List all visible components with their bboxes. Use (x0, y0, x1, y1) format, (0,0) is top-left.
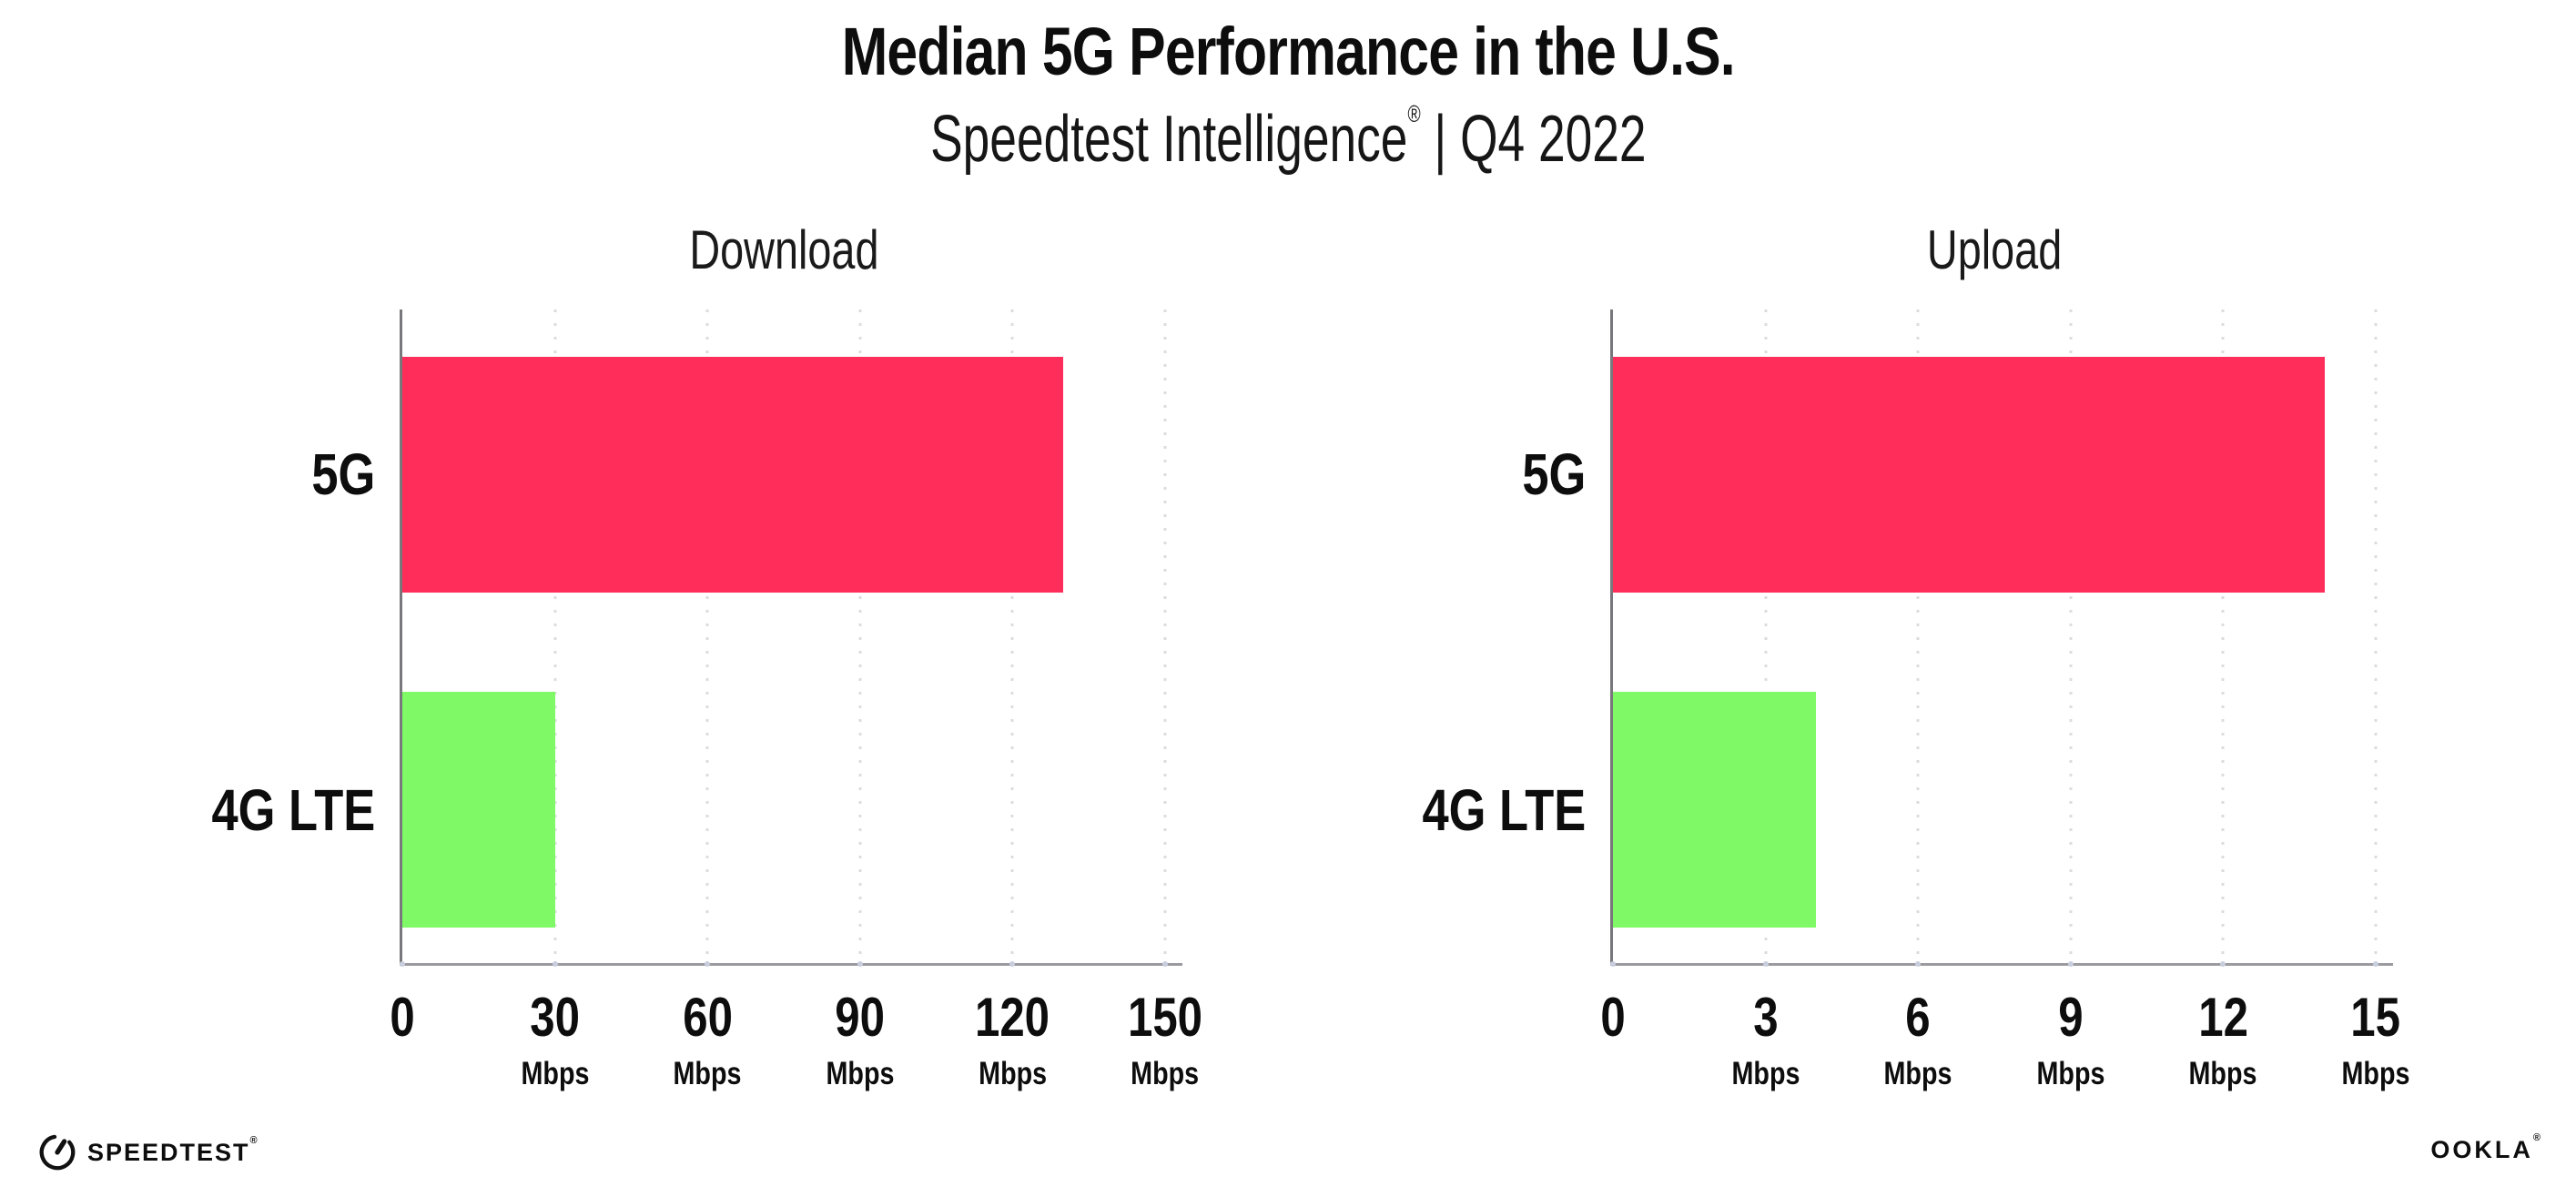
tick-dot (2373, 961, 2378, 967)
page-subtitle: Speedtest Intelligence® | Q4 2022 (0, 100, 2576, 177)
x-tick: 12 Mbps (2182, 990, 2265, 1090)
gridline (1764, 309, 1768, 963)
tick-dot (2220, 961, 2226, 967)
tick-dot (857, 961, 863, 967)
gridline (705, 309, 709, 963)
speedtest-logo: SPEEDTEST® (36, 1129, 259, 1176)
tick-dot (1009, 961, 1016, 967)
category-label-4g-lte: 4G LTE (1422, 776, 1586, 843)
y-axis-line (400, 309, 402, 966)
gridline (1916, 309, 1920, 963)
x-tick-unit: Mbps (2341, 1056, 2410, 1091)
x-tick: 120 Mbps (967, 990, 1058, 1090)
gridline (553, 309, 557, 963)
tick-dot (400, 961, 405, 967)
registered-mark: ® (249, 1134, 259, 1146)
y-axis-line (1610, 309, 1613, 966)
category-label-5g: 5G (1521, 441, 1586, 508)
tick-dot (1162, 961, 1168, 967)
speedtest-wordmark: SPEEDTEST® (87, 1134, 259, 1166)
category-axis: 5G 4G LTE (1347, 309, 1586, 963)
upload-chart: Upload 5G 4G LTE 0 3 Mbps 6 Mbps 9 Mbps 12 Mbps 15… (1347, 218, 2421, 1120)
bar-5g (402, 356, 1064, 593)
x-tick-unit: Mbps (826, 1056, 895, 1091)
x-tick-value: 3 (1752, 987, 1779, 1048)
x-tick-value: 9 (2058, 987, 2084, 1048)
gridline (2069, 309, 2073, 963)
download-chart: Download 5G 4G LTE 0 30 Mbps 60 Mbps 90 Mbps 120… (137, 218, 1211, 1120)
x-tick-unit: Mbps (673, 1056, 742, 1091)
bar-4g-lte (402, 692, 555, 928)
x-tick-value: 90 (835, 987, 886, 1048)
x-tick-value: 30 (530, 987, 580, 1048)
x-tick-unit: Mbps (521, 1056, 590, 1091)
gridline (1163, 309, 1167, 963)
x-tick: 90 Mbps (818, 990, 901, 1090)
chart-title-download: Download (688, 219, 879, 280)
gridline (2221, 309, 2225, 963)
x-tick-unit: Mbps (2036, 1056, 2105, 1091)
x-tick-unit: Mbps (978, 1056, 1047, 1091)
plot-area (1610, 309, 2393, 967)
x-tick-value: 120 (975, 987, 1050, 1048)
x-axis-line (400, 963, 1182, 966)
x-tick: 3 Mbps (1724, 990, 1807, 1090)
x-tick: 150 Mbps (1120, 990, 1211, 1090)
subtitle-brand: Speedtest Intelligence (929, 103, 1408, 176)
ookla-logo: OOKLA® (2430, 1132, 2543, 1163)
x-tick: 0 (387, 990, 417, 1045)
x-tick-value: 0 (1600, 987, 1626, 1048)
x-axis-line (1610, 963, 2393, 966)
x-tick-unit: Mbps (1731, 1056, 1800, 1091)
x-tick: 0 (1597, 990, 1628, 1045)
x-tick-value: 150 (1127, 987, 1203, 1048)
gridline (2374, 309, 2378, 963)
tick-dot (1915, 961, 1922, 967)
x-tick: 15 Mbps (2334, 990, 2417, 1090)
x-tick-unit: Mbps (2188, 1056, 2257, 1091)
x-tick-value: 12 (2198, 987, 2248, 1048)
registered-mark: ® (2532, 1132, 2543, 1143)
x-tick-unit: Mbps (1131, 1056, 1200, 1091)
tick-dot (552, 961, 558, 967)
bar-5g (1613, 356, 2326, 593)
x-tick-value: 0 (390, 987, 415, 1048)
x-tick: 60 Mbps (665, 990, 748, 1090)
tick-dot (1762, 961, 1769, 967)
plot-area (400, 309, 1182, 967)
tick-dot (705, 961, 711, 967)
registered-mark: ® (1407, 100, 1421, 127)
x-axis-ticks: 0 3 Mbps 6 Mbps 9 Mbps 12 Mbps 15 Mbps (1600, 990, 2409, 1118)
x-tick-value: 6 (1905, 987, 1931, 1048)
x-tick: 6 Mbps (1876, 990, 1959, 1090)
x-tick: 9 Mbps (2029, 990, 2112, 1090)
x-tick-unit: Mbps (1883, 1056, 1952, 1091)
x-axis-ticks: 0 30 Mbps 60 Mbps 90 Mbps 120 Mbps 150 Mbps (390, 990, 1202, 1118)
tick-dot (1610, 961, 1616, 967)
subtitle-period: | Q4 2022 (1420, 103, 1647, 176)
x-tick-value: 15 (2350, 987, 2401, 1048)
x-tick-value: 60 (682, 987, 733, 1048)
page-title: Median 5G Performance in the U.S. (841, 14, 1735, 89)
category-label-4g-lte: 4G LTE (211, 776, 375, 843)
bar-4g-lte (1613, 692, 1817, 928)
chart-title-upload: Upload (1926, 219, 2063, 280)
tick-dot (2067, 961, 2074, 967)
speedtest-gauge-icon (36, 1130, 78, 1176)
category-axis: 5G 4G LTE (137, 309, 375, 963)
gridline (1010, 309, 1014, 963)
x-tick: 30 Mbps (513, 990, 596, 1090)
category-label-5g: 5G (310, 441, 375, 508)
gridline (858, 309, 862, 963)
